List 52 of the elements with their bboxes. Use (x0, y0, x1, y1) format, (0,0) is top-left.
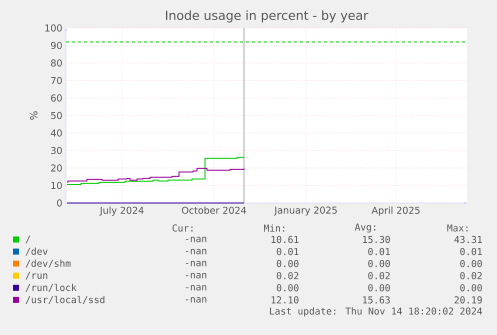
x-tick-label: April 2025 (372, 206, 420, 216)
text: -nan (186, 260, 206, 266)
y-tick-label: 20 (51, 164, 62, 172)
y-tick-label: 0 (57, 199, 62, 207)
text: 12.10 (272, 296, 298, 304)
y-tick-label: 30 (51, 146, 62, 154)
text: -nan (186, 297, 206, 303)
text: 0.00 (460, 260, 482, 268)
text: 20.19 (454, 296, 482, 304)
text: -nan (186, 248, 206, 254)
text: Last update: Thu Nov 14 18:20:02 2024 (270, 307, 482, 316)
text: 0.00 (368, 284, 390, 292)
text: 0.01 (368, 248, 390, 256)
legend-label: /usr/local/ssd (26, 296, 104, 304)
text: 43.31 (454, 236, 482, 244)
text: 0.01 (460, 248, 482, 256)
y-tick-label: 40 (50, 129, 62, 137)
y-axis-title: % (30, 111, 38, 120)
text: Max: (447, 224, 468, 232)
x-tick-label: October 2024 (182, 206, 246, 214)
y-tick-label: 70 (51, 76, 62, 84)
y-tick-label: 10 (51, 182, 62, 190)
text: Avg: (354, 224, 376, 232)
y-tick-label: 90 (50, 42, 62, 50)
x-tick-label: January 2025 (274, 206, 337, 216)
legend-label: /dev/shm (26, 260, 71, 268)
text: 15.30 (363, 236, 390, 244)
text: 10.61 (272, 236, 298, 244)
text: -nan (186, 272, 206, 278)
chart-title: Inode usage in percent - by year (166, 10, 368, 22)
text: 0.00 (368, 260, 390, 268)
text: 0.02 (368, 272, 390, 280)
text: -nan (186, 236, 206, 242)
legend-label: /run (26, 272, 48, 280)
text: 0.00 (276, 284, 298, 292)
y-tick-label: 80 (51, 59, 62, 67)
text: 15.63 (363, 296, 390, 304)
legend-label: /run/lock (26, 284, 77, 292)
text: 0.02 (460, 272, 482, 280)
text: -nan (186, 285, 206, 291)
legend-label: /dev (26, 248, 48, 256)
text: Cur: (172, 224, 193, 232)
y-tick-label: 60 (51, 94, 62, 102)
text: Min: (264, 224, 284, 232)
text: 0.00 (276, 260, 298, 268)
x-tick-label: July 2024 (99, 206, 144, 216)
y-tick-label: 50 (51, 112, 62, 120)
text: 0.02 (276, 272, 298, 280)
text: 0.01 (276, 248, 298, 256)
y-tick-label: 100 (45, 24, 62, 32)
text: 0.00 (460, 284, 482, 292)
legend-label: / (26, 236, 30, 244)
